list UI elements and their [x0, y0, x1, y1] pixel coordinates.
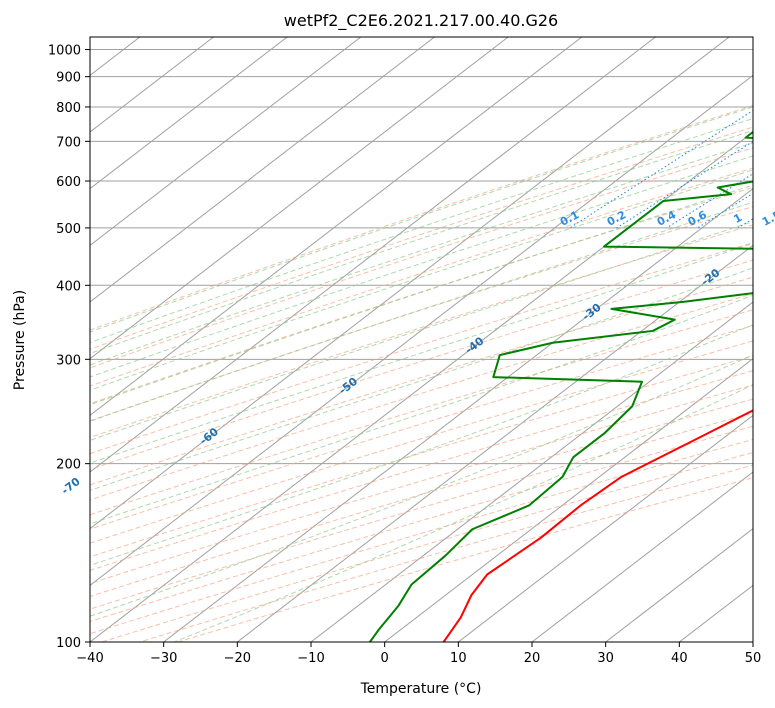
isotherm-line [90, 37, 362, 246]
dry-adiabat-line [90, 242, 753, 455]
plot-frame [89, 36, 754, 643]
moist-adiabat-line [90, 118, 753, 344]
isotherm-line [163, 188, 753, 642]
dry-adiabat-line [90, 276, 753, 486]
series-layer [369, 130, 753, 642]
moist-adiabat-line [90, 129, 753, 355]
moist-adiabat-line [90, 184, 753, 406]
moist-adiabat-line [90, 294, 753, 525]
x-tick-label: −40 [76, 651, 103, 666]
dry-adiabat-line [90, 384, 753, 585]
dry-adiabat-line [90, 309, 753, 516]
moist-adiabat-line [90, 106, 753, 333]
dry-adiabat-line [90, 340, 753, 544]
isotherm-line [90, 37, 656, 473]
tick-layer: −40 −30 −20 −10 0 10 20 30 40 50 1000 900 800 700 600 5… [48, 44, 761, 666]
dry-adiabat-line [90, 126, 753, 350]
dry-adiabat-line [90, 259, 753, 471]
y-tick-label: 400 [56, 279, 81, 294]
y-tick-label: 900 [56, 71, 81, 86]
moist-adiabat-line [90, 267, 753, 491]
x-tick-label: 10 [450, 651, 467, 666]
isotherm-line [90, 37, 509, 360]
dry-adiabat-line [90, 325, 753, 530]
isotherm-line [90, 37, 730, 530]
y-tick-label: 500 [56, 222, 81, 237]
moist-adiabat-line [90, 242, 753, 464]
mixing-ratio-line [616, 140, 753, 229]
x-tick-label: 0 [381, 651, 389, 666]
y-tick-label: 100 [56, 636, 81, 651]
moist-adiabat-line [90, 220, 753, 441]
x-axis-label: Temperature (°C) [360, 681, 482, 697]
isotherm-line [0, 37, 66, 642]
y-tick-label: 600 [56, 175, 81, 190]
dry-adiabat-line [90, 105, 753, 331]
x-tick-label: −20 [224, 651, 251, 666]
isotherm-line [531, 471, 753, 642]
y-tick-label: 1000 [48, 44, 81, 59]
isotherm-line [90, 74, 753, 586]
mixing-ratio-label: 1.5 [760, 208, 775, 229]
x-tick-label: 20 [524, 651, 541, 666]
isotherm-line [90, 37, 435, 303]
isotherm-line [90, 37, 583, 416]
chart-title: wetPf2_C2E6.2021.217.00.40.G26 [284, 11, 558, 31]
x-tick-label: 30 [597, 651, 614, 666]
dry-adiabat-line [90, 355, 753, 558]
isotherm-line [90, 37, 288, 190]
dry-adiabat-line [90, 167, 753, 387]
y-tick-label: 300 [56, 353, 81, 368]
moist-adiabat-line [90, 142, 753, 366]
isotherm-line [384, 358, 753, 642]
dewpoint-profile-line [369, 130, 753, 642]
x-tick-label: 40 [671, 651, 688, 666]
dry-adiabat-line [90, 370, 753, 571]
y-axis-label: Pressure (hPa) [12, 290, 28, 390]
y-tick-label: 800 [56, 101, 81, 116]
moist-adiabat-line [90, 169, 753, 391]
plot-background [90, 37, 753, 642]
y-tick-label: 200 [56, 458, 81, 473]
mixing-ratio-line [569, 109, 753, 229]
x-tick-label: −10 [297, 651, 324, 666]
isotherm-line [237, 244, 753, 642]
isotherm-line [605, 528, 753, 642]
x-tick-label: −30 [150, 651, 177, 666]
isotherm-line [752, 641, 753, 642]
temperature-profile-line [442, 409, 753, 642]
isotherm-line [310, 301, 753, 642]
moist-adiabat-line [174, 384, 753, 642]
x-tick-label: 50 [745, 651, 762, 666]
dry-adiabat-line [90, 293, 753, 501]
y-tick-label: 700 [56, 135, 81, 150]
isotherm-label: -70 [59, 475, 83, 498]
isotherm-line [458, 414, 753, 642]
